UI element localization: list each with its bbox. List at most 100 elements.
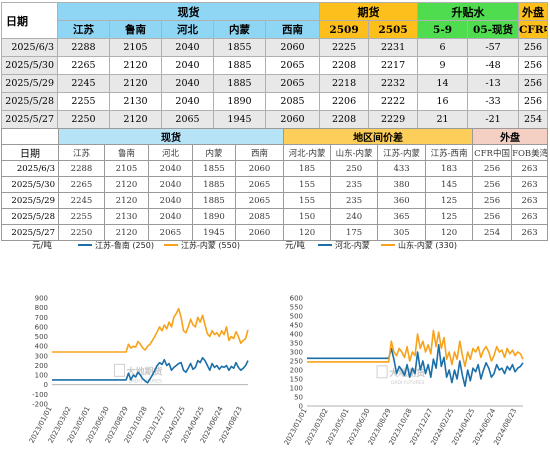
row-date: 2025/6/3	[1, 38, 58, 57]
column-header: 鲁南	[109, 20, 162, 39]
table-cell: 254	[518, 110, 549, 129]
table-cell: 16	[417, 92, 469, 111]
table-cell: 2065	[264, 56, 321, 75]
table-cell: 433	[377, 160, 427, 177]
column-header: FOB美湾	[511, 144, 549, 161]
table-cell: 155	[283, 192, 332, 209]
watermark-subtext: DADI FUTURES	[391, 380, 425, 386]
table-cell: 2040	[161, 38, 214, 57]
regional-spread-table: 现货 地区间价差 外盘 日期 江苏 鲁南 河北 内蒙 西南 河北-内蒙 山东-内蒙 江苏-内蒙江…	[1, 128, 549, 241]
table-row: 2025/6/3 2288 2105 2040 1855 2060 185 250 433 183…	[1, 160, 549, 177]
column-header: 江苏	[57, 20, 110, 39]
y-tick-label: 250	[290, 358, 303, 366]
table-cell: 2265	[58, 176, 105, 193]
legend-entry: 江苏-内蒙 (550)	[181, 240, 240, 250]
chart-right: 元/吨 河北-内蒙 山东-内蒙 (330) 0 50 100 150 200 250 300 350…	[275, 236, 550, 476]
table-cell: 183	[425, 160, 474, 177]
table-cell: 2206	[319, 92, 370, 111]
table-cell: 1945	[213, 110, 266, 129]
column-header: 山东-内蒙	[330, 144, 379, 161]
column-header: CFR中国	[518, 20, 549, 39]
y-tick-label: 100	[290, 385, 303, 393]
table-cell: 2120	[104, 224, 149, 241]
table-cell: -13	[467, 74, 520, 93]
y-tick-label: 0	[299, 403, 303, 411]
table-cell: 2120	[109, 110, 162, 129]
table-cell: -57	[467, 38, 520, 57]
y-tick-label: 0	[44, 381, 48, 389]
row-date: 2025/5/29	[1, 74, 58, 93]
table-cell: 2232	[368, 74, 419, 93]
table-cell: 2255	[57, 92, 110, 111]
table-cell: 1855	[213, 38, 266, 57]
table-cell: 2222	[368, 92, 419, 111]
watermark-logo	[113, 363, 125, 377]
table-cell: 2065	[234, 192, 285, 209]
column-header: 5-9	[417, 20, 469, 39]
table-cell: 6	[417, 38, 469, 57]
table-cell: 2120	[109, 56, 162, 75]
table-row: 2025/5/28 2255 2130 2040 1890 2085 2206 2222 16-…	[1, 92, 549, 111]
table-cell: 2208	[319, 110, 370, 129]
y-tick-label: 400	[35, 343, 48, 351]
table-cell: 1885	[192, 176, 236, 193]
column-header: 江苏-西南	[425, 144, 474, 161]
table-cell: 2255	[58, 208, 105, 225]
table-row: 2025/5/27 2250 2120 2065 1945 2060 120 175 305 12…	[1, 224, 549, 241]
table-cell: 2065	[264, 74, 321, 93]
y-tick-label: 300	[35, 352, 48, 360]
table-cell: 2065	[161, 110, 214, 129]
table-cell: 125	[425, 208, 474, 225]
table-cell: 2040	[148, 208, 193, 225]
y-tick-label: 500	[290, 313, 303, 321]
table-row: 2025/5/30 2265 2120 2040 1885 2065 155 235 380 14…	[1, 176, 549, 193]
column-header: 河北	[161, 20, 214, 39]
table-row: 2025/5/29 2245 2120 2040 1885 2065 2218 2232 14-…	[1, 74, 549, 93]
table-cell: 120	[283, 224, 332, 241]
table-cell: 2105	[104, 160, 149, 177]
foreign-header: 外盘	[518, 2, 549, 21]
table-row: 2025/5/29 2245 2120 2040 1885 2065 155 235 360 12…	[1, 192, 549, 209]
column-header: 河北	[148, 144, 193, 161]
table-cell: 2288	[58, 160, 105, 177]
table-cell: 2065	[234, 176, 285, 193]
y-tick-label: 600	[35, 323, 48, 331]
table-cell: 2245	[57, 74, 110, 93]
table-cell: 2130	[104, 208, 149, 225]
table-cell: 2265	[57, 56, 110, 75]
y-tick-label: 600	[290, 295, 303, 303]
row-date: 2025/5/30	[1, 56, 58, 75]
table-cell: 21	[417, 110, 469, 129]
column-header: 江苏	[58, 144, 105, 161]
table-cell: 360	[377, 192, 427, 209]
table-cell: 155	[283, 176, 332, 193]
unit-label: 元/吨	[32, 240, 52, 251]
table-cell: 9	[417, 56, 469, 75]
regional-header: 地区间价差	[283, 128, 474, 145]
y-tick-label: -100	[32, 391, 48, 399]
table-cell: 256	[518, 38, 549, 57]
column-header: 河北-内蒙	[283, 144, 332, 161]
table-cell: 2065	[148, 224, 193, 241]
table-cell: 125	[425, 192, 474, 209]
row-date: 2025/5/27	[1, 224, 59, 241]
futures-header: 期货	[319, 2, 419, 21]
row-date: 2025/5/29	[1, 192, 59, 209]
column-header: CFR中国	[472, 144, 513, 161]
row-date: 2025/5/27	[1, 110, 58, 129]
table-cell: 263	[511, 208, 549, 225]
table-cell: 254	[472, 224, 513, 241]
y-tick-label: 800	[35, 304, 48, 312]
column-header: 05-现货	[467, 20, 520, 39]
table-cell: 2250	[57, 110, 110, 129]
legend-entry: 江苏-鲁南 (250)	[95, 240, 154, 250]
table-cell: -33	[467, 92, 520, 111]
table-cell: 1890	[192, 208, 236, 225]
table-cell: 2120	[104, 192, 149, 209]
table-cell: 120	[425, 224, 474, 241]
table-cell: 2040	[161, 92, 214, 111]
table-cell: -21	[467, 110, 520, 129]
table-cell: 256	[472, 176, 513, 193]
table-cell: 1885	[213, 56, 266, 75]
